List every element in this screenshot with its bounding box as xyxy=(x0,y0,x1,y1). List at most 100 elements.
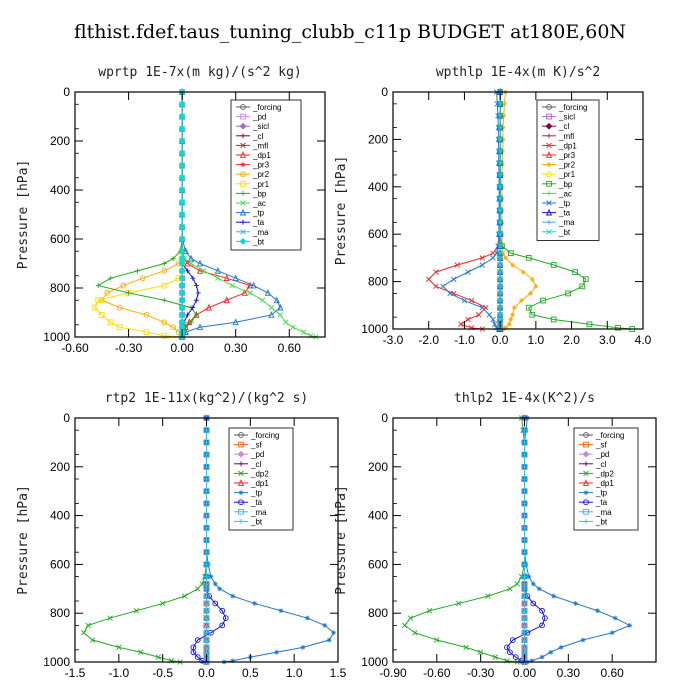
data-point-bt xyxy=(497,269,503,275)
data-point-bt xyxy=(178,267,186,275)
data-point-tp xyxy=(479,262,486,268)
data-point-bt xyxy=(204,649,209,655)
data-point-tp xyxy=(609,630,615,636)
data-point-ac xyxy=(247,290,253,296)
legend-marker xyxy=(546,171,552,178)
chart-panel-3: rtp2 1E-11x(kg^2)/(kg^2 s) Pressure [hPa]… xyxy=(16,391,347,680)
data-point-bt xyxy=(178,296,186,304)
x-tick-label: 0.00 xyxy=(170,341,194,355)
data-point-bt xyxy=(497,304,503,311)
legend-label: _pd xyxy=(250,450,264,459)
data-point-bt xyxy=(204,623,209,628)
data-point-bt xyxy=(497,250,503,256)
data-point-bt xyxy=(178,211,186,218)
panel-title: rtp2 1E-11x(kg^2)/(kg^2 s) xyxy=(105,391,309,406)
y-tick-label: 400 xyxy=(50,183,70,197)
data-point-dp2 xyxy=(463,644,469,651)
x-tick-label: -2.0 xyxy=(418,333,439,347)
data-point-bt xyxy=(497,184,503,190)
data-point-bp xyxy=(95,283,101,288)
legend-marker xyxy=(239,208,247,216)
legend-label: _tp xyxy=(250,489,263,498)
chart-panel-1: wprtp 1E-7x(m kg)/(s^2 kg) Pressure [hPa]… xyxy=(16,65,326,355)
y-tick-label: 0 xyxy=(381,85,388,99)
data-point-pr1 xyxy=(143,329,150,335)
data-point-tp xyxy=(450,276,457,282)
legend-label: _ta xyxy=(252,218,265,227)
legend-label: _bt xyxy=(558,228,571,237)
data-point-dp2 xyxy=(155,654,162,660)
data-point-tp xyxy=(486,312,493,318)
series-line-dp1 xyxy=(428,92,501,330)
data-point-bt xyxy=(178,223,186,231)
data-point-pr2 xyxy=(519,298,524,303)
y-tick-label: 400 xyxy=(50,509,70,523)
data-point-dp1 xyxy=(454,262,461,268)
data-point-bt xyxy=(522,637,527,643)
legend-marker xyxy=(238,441,244,448)
legend-marker xyxy=(240,162,246,167)
y-tick-label: 200 xyxy=(368,460,388,474)
data-point-pr1 xyxy=(116,324,123,331)
legend-box xyxy=(536,99,600,241)
legend-marker xyxy=(240,200,246,206)
data-point-dp2 xyxy=(434,637,440,643)
data-point-bp xyxy=(550,262,557,268)
legend-marker xyxy=(238,461,244,467)
y-tick-label: 1000 xyxy=(361,322,388,336)
data-point-tp xyxy=(326,637,332,643)
legend-label: _pd xyxy=(595,450,609,459)
data-point-tp xyxy=(208,574,214,579)
legend-label: _cl xyxy=(252,132,263,141)
legend-marker xyxy=(239,237,247,245)
data-point-bp xyxy=(540,297,546,304)
data-point-bp xyxy=(194,312,199,318)
data-point-pr1 xyxy=(95,297,102,304)
x-tick-label: 2.0 xyxy=(563,333,580,347)
legend-marker xyxy=(237,479,245,486)
series-line-pr1 xyxy=(94,92,183,338)
y-tick-label: 400 xyxy=(368,180,388,194)
data-point-ac xyxy=(188,260,194,267)
data-point-bt xyxy=(178,235,186,243)
data-point-bt xyxy=(204,537,209,543)
data-point-ta xyxy=(542,615,548,621)
data-point-tp xyxy=(300,644,306,650)
legend-label: _bt xyxy=(252,237,265,246)
data-point-bt xyxy=(522,440,527,445)
data-point-dp2 xyxy=(401,622,408,629)
legend-marker xyxy=(240,104,246,110)
data-point-bt xyxy=(497,219,503,226)
data-point-dp2 xyxy=(485,593,491,599)
data-point-bt xyxy=(178,198,186,206)
data-point-dp2 xyxy=(107,615,113,621)
data-point-bt xyxy=(204,476,209,482)
data-point-bt xyxy=(497,243,503,249)
data-point-tp xyxy=(530,581,536,587)
data-point-bt xyxy=(204,601,209,606)
data-point-bt xyxy=(178,149,186,157)
data-point-dp1 xyxy=(465,316,471,323)
legend-label: _ta xyxy=(250,498,263,507)
data-point-bp xyxy=(508,250,514,257)
legend-label: _pd xyxy=(252,113,266,122)
y-tick-label: 200 xyxy=(50,460,70,474)
legend-marker xyxy=(546,180,552,187)
data-point-ta xyxy=(539,622,545,629)
legend-marker xyxy=(546,229,552,235)
panel-title: wprtp 1E-7x(m kg)/(s^2 kg) xyxy=(98,65,302,80)
legend-marker xyxy=(545,208,553,216)
data-point-bt xyxy=(178,174,186,182)
legend-label: _sf xyxy=(250,441,262,450)
legend-label: _mfl xyxy=(558,132,574,141)
data-point-pr2 xyxy=(143,312,150,318)
data-point-pr2 xyxy=(506,321,512,327)
x-tick-label: -1.0 xyxy=(108,666,129,680)
legend-label: _sf xyxy=(595,441,607,450)
data-point-dp2 xyxy=(514,581,520,587)
x-tick-label: -0.30 xyxy=(467,666,495,680)
data-point-bt xyxy=(522,427,527,433)
legend-marker xyxy=(545,151,553,158)
data-point-tp xyxy=(331,630,337,636)
y-tick-label: 200 xyxy=(368,132,388,146)
